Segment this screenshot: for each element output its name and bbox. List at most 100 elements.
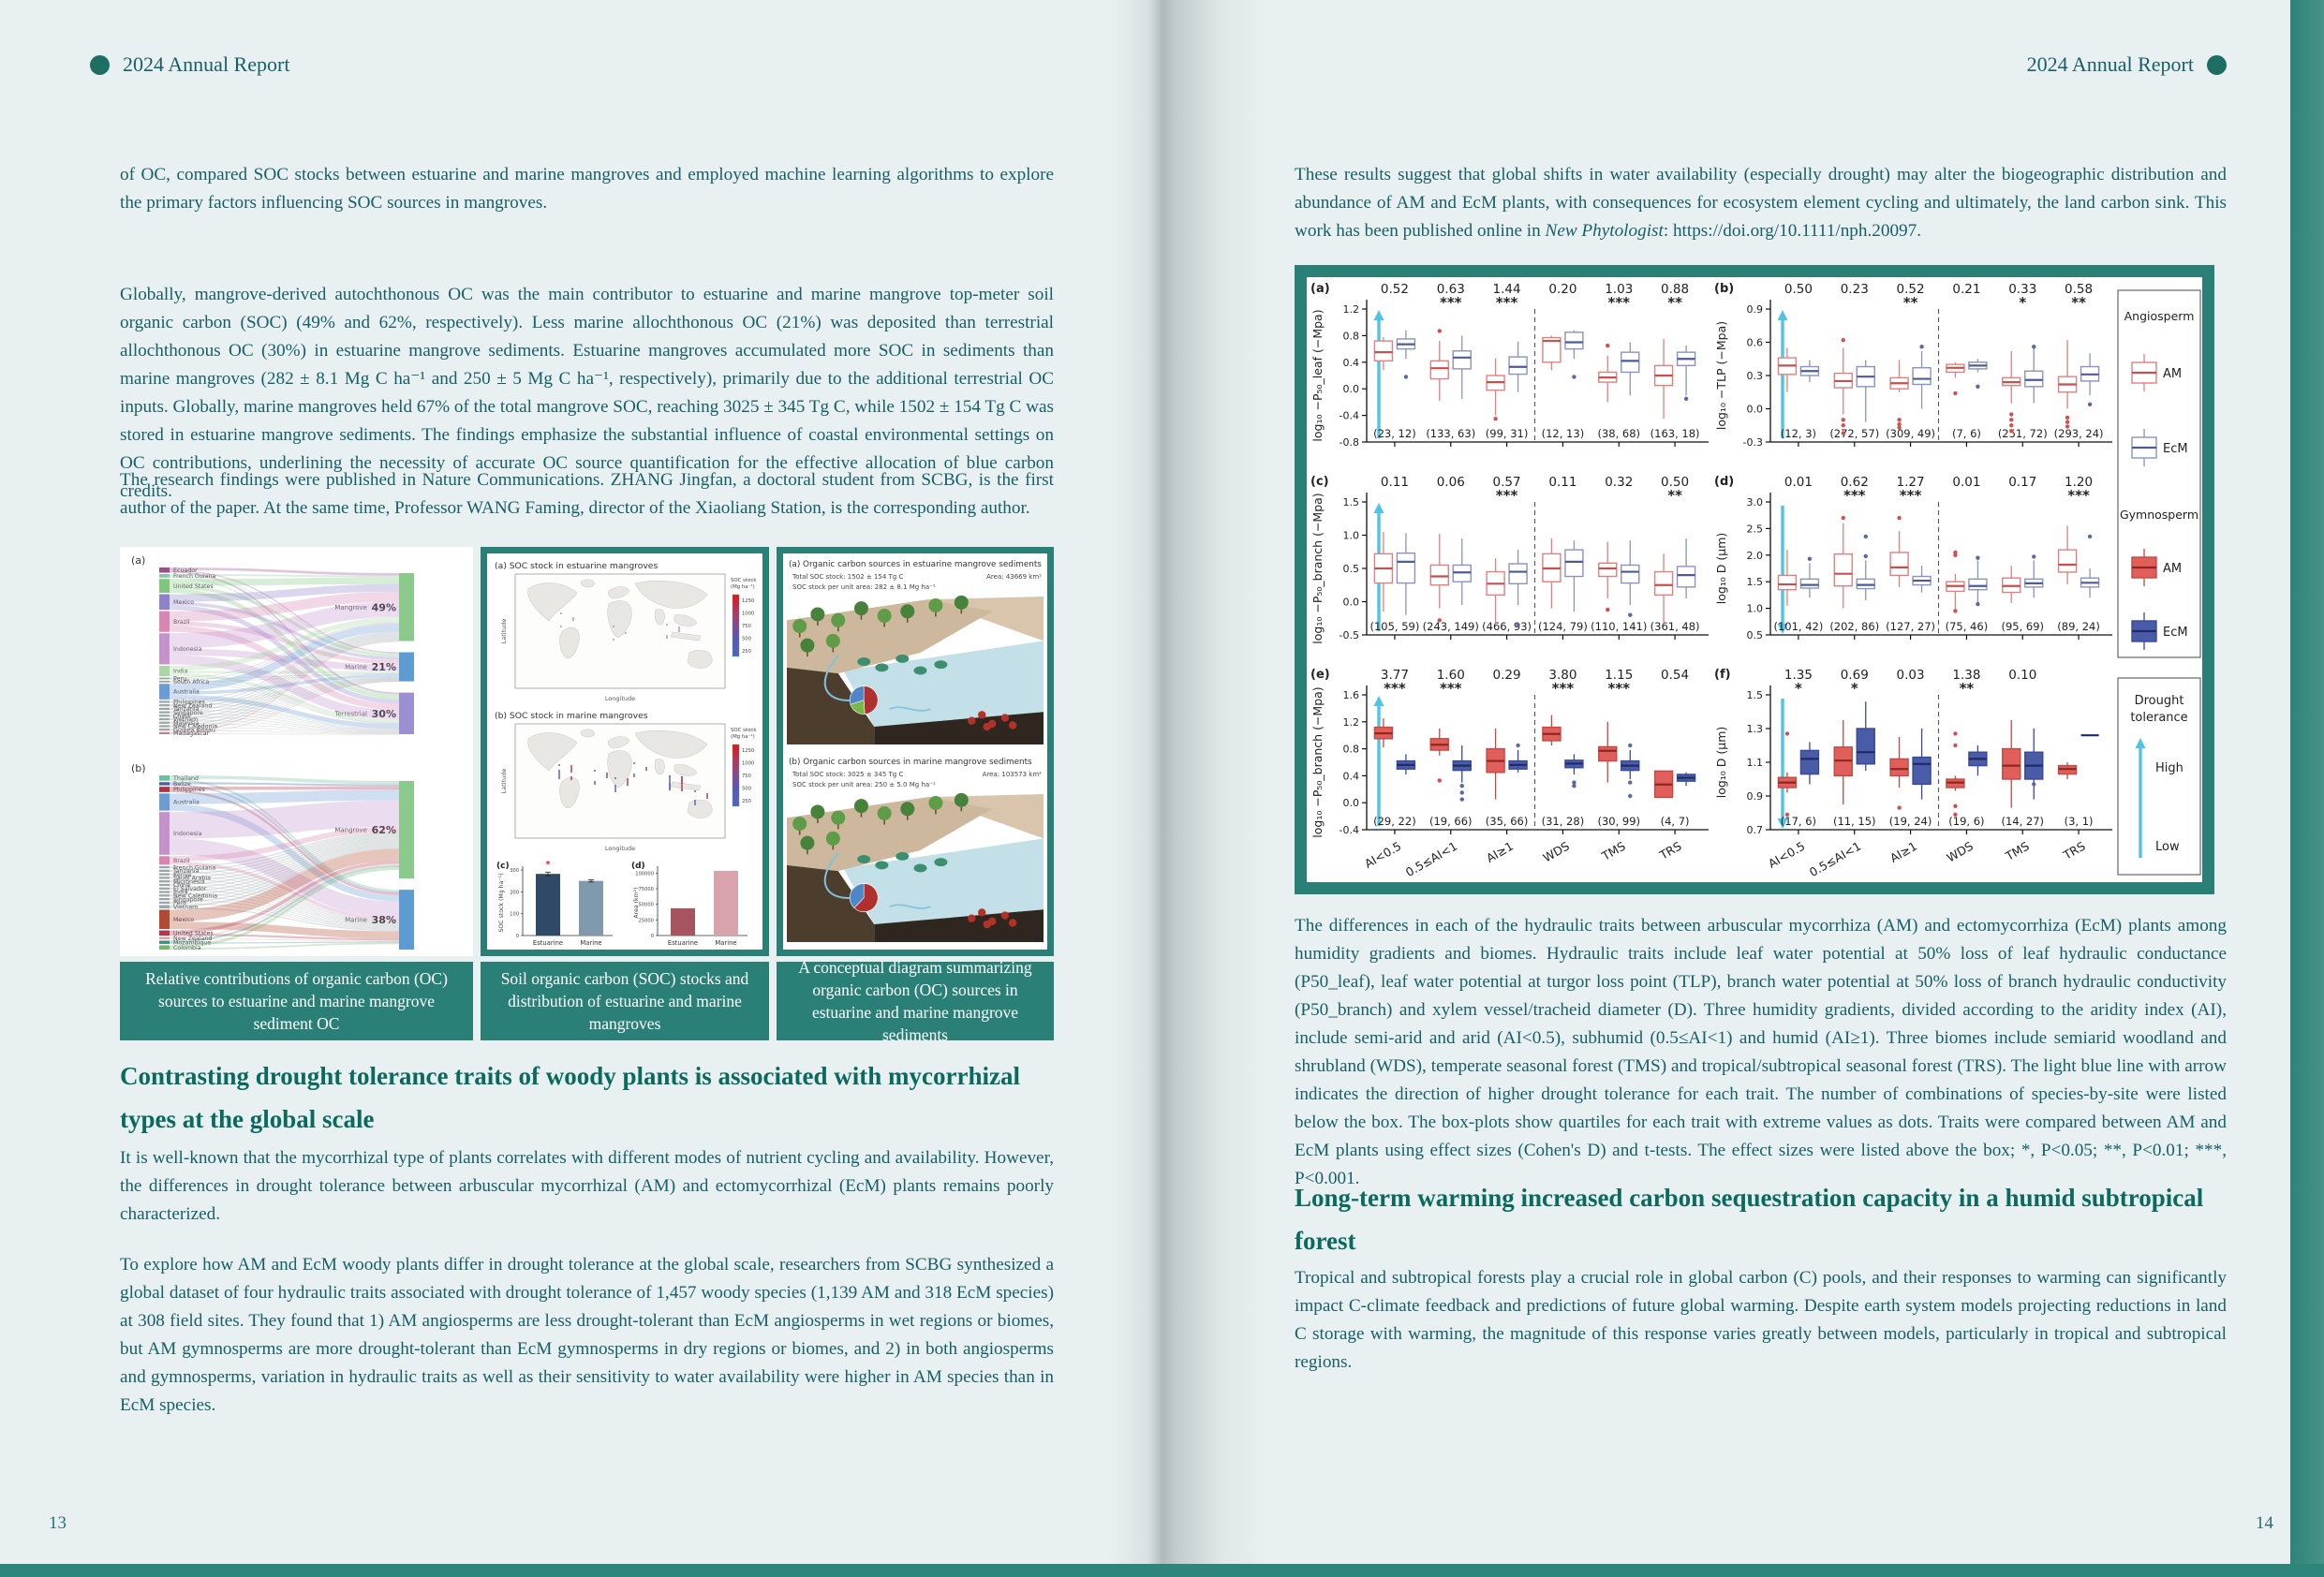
svg-text:**: ** xyxy=(1667,487,1682,504)
svg-text:1.44: 1.44 xyxy=(1493,282,1521,297)
svg-text:0.01: 0.01 xyxy=(1784,475,1813,490)
svg-text:Terrestrial: Terrestrial xyxy=(333,710,367,717)
svg-text:0.20: 0.20 xyxy=(1548,282,1576,297)
svg-text:3.0: 3.0 xyxy=(1747,496,1764,508)
svg-text:1.5: 1.5 xyxy=(1343,496,1360,508)
svg-text:0.21: 0.21 xyxy=(1952,282,1980,297)
svg-text:United States: United States xyxy=(173,583,214,590)
svg-text:(35, 66): (35, 66) xyxy=(1486,815,1529,828)
svg-text:New Caledonia: New Caledonia xyxy=(173,724,217,730)
svg-text:**: ** xyxy=(1960,680,1975,697)
svg-text:***: *** xyxy=(1900,487,1922,504)
svg-text:Madagascar: Madagascar xyxy=(173,730,210,737)
paragraph-results-implications: These results suggest that global shifts… xyxy=(1295,161,2227,245)
svg-text:***: *** xyxy=(1607,680,1630,697)
svg-text:(127, 27): (127, 27) xyxy=(1886,620,1935,633)
svg-text:0.9: 0.9 xyxy=(1747,303,1764,316)
svg-text:1.2: 1.2 xyxy=(1343,303,1360,316)
soc-maps-chart: (a) SOC stock in estuarine mangroves Long… xyxy=(481,547,769,956)
svg-text:0.5≤AI<1: 0.5≤AI<1 xyxy=(1403,839,1459,880)
svg-text:50000: 50000 xyxy=(638,903,654,908)
soc-maps-svg: (a) SOC stock in estuarine mangroves Long… xyxy=(487,553,762,950)
svg-text:0.50: 0.50 xyxy=(1784,282,1813,297)
svg-text:0.8: 0.8 xyxy=(1343,330,1360,342)
paragraph-warming-intro: Tropical and subtropical forests play a … xyxy=(1295,1268,2227,1372)
svg-text:Indonesia: Indonesia xyxy=(173,646,202,653)
svg-text:AI≥1: AI≥1 xyxy=(1887,839,1919,865)
paragraph-dataset-findings: To explore how AM and EcM woody plants d… xyxy=(120,1255,1054,1415)
svg-text:Peru: Peru xyxy=(173,676,186,683)
svg-text:(31, 28): (31, 28) xyxy=(1542,815,1585,828)
svg-text:SOC stock per unit area: 282 ±: SOC stock per unit area: 282 ± 8.1 Mg ha… xyxy=(792,583,936,591)
svg-text:Philippines: Philippines xyxy=(173,700,205,706)
svg-text:Philippines: Philippines xyxy=(173,787,205,793)
svg-text:(4, 7): (4, 7) xyxy=(1661,815,1690,828)
svg-text:Area: 43669 km²: Area: 43669 km² xyxy=(986,573,1042,581)
svg-text:China: China xyxy=(173,882,190,889)
svg-text:0.52: 0.52 xyxy=(1381,282,1409,297)
svg-text:Vietnam: Vietnam xyxy=(173,716,198,723)
boxplot-figure-frame: (a) log₁₀ −P₅₀_leaf (−Mpa) -0.8 -0.4 0.0 0.4 0… xyxy=(1295,265,2214,894)
svg-text:TMS: TMS xyxy=(1599,839,1628,864)
svg-text:(d): (d) xyxy=(1714,475,1734,489)
svg-text:0.17: 0.17 xyxy=(2008,475,2036,490)
svg-text:(Mg ha⁻¹): (Mg ha⁻¹) xyxy=(731,583,755,590)
svg-text:(293, 24): (293, 24) xyxy=(2054,427,2104,440)
report-title: 2024 Annual Report xyxy=(2026,52,2194,76)
svg-text:0.01: 0.01 xyxy=(1952,475,1980,490)
svg-text:SOC stock (Mg ha⁻¹): SOC stock (Mg ha⁻¹) xyxy=(498,874,505,933)
svg-text:AI<0.5: AI<0.5 xyxy=(1766,839,1807,871)
figure-conceptual-diagram: (a) Organic carbon sources in estuarine … xyxy=(777,547,1054,1044)
svg-text:1250: 1250 xyxy=(742,598,754,604)
svg-text:Tanzania: Tanzania xyxy=(172,706,200,713)
svg-text:3.77: 3.77 xyxy=(1381,668,1409,683)
svg-text:(7, 6): (7, 6) xyxy=(1952,427,1981,440)
svg-text:**: ** xyxy=(2071,294,2086,311)
svg-text:***: *** xyxy=(1496,294,1518,311)
svg-text:SOC stock per unit area: 250 ±: SOC stock per unit area: 250 ± 5.0 Mg ha… xyxy=(792,781,936,788)
svg-text:**: ** xyxy=(1903,294,1918,311)
svg-text:2.5: 2.5 xyxy=(1747,523,1764,535)
svg-text:AI<0.5: AI<0.5 xyxy=(1362,839,1403,871)
svg-text:(89, 24): (89, 24) xyxy=(2057,620,2100,633)
svg-text:New Caledonia: New Caledonia xyxy=(173,893,217,900)
svg-text:Gymnosperm: Gymnosperm xyxy=(2120,508,2198,522)
svg-text:Ecuador: Ecuador xyxy=(173,567,198,574)
svg-text:(a) SOC stock in estuarine man: (a) SOC stock in estuarine mangroves xyxy=(495,561,658,571)
figure-sankey: (a) Ecuador French Guiana United States Mexi… xyxy=(120,547,473,1040)
svg-text:(f): (f) xyxy=(1714,668,1731,682)
svg-text:(38, 68): (38, 68) xyxy=(1597,427,1640,440)
figure-caption-maps: Soil organic carbon (SOC) stocks and dis… xyxy=(481,962,769,1040)
svg-text:(309, 49): (309, 49) xyxy=(1886,427,1935,440)
svg-text:Saudi Arabia: Saudi Arabia xyxy=(173,876,211,882)
svg-text:TRS: TRS xyxy=(1656,839,1683,863)
journal-name: New Phytologist xyxy=(1545,221,1664,241)
svg-text:(99, 31): (99, 31) xyxy=(1486,427,1529,440)
svg-text:French Guiana: French Guiana xyxy=(173,864,215,871)
svg-text:(101, 42): (101, 42) xyxy=(1773,620,1823,633)
svg-text:(a): (a) xyxy=(1310,282,1330,296)
report-title: 2024 Annual Report xyxy=(123,52,290,76)
svg-text:0.0: 0.0 xyxy=(1343,597,1360,609)
header-left: 2024 Annual Report xyxy=(90,52,289,77)
svg-text:0: 0 xyxy=(651,934,654,939)
bottom-edge-band xyxy=(0,1564,2324,1577)
svg-text:-0.3: -0.3 xyxy=(1743,436,1763,449)
svg-text:(c): (c) xyxy=(496,862,510,871)
svg-text:Belize: Belize xyxy=(173,781,191,788)
header-dot-icon xyxy=(90,54,110,75)
boxplot-canvas: (a) log₁₀ −P₅₀_leaf (−Mpa) -0.8 -0.4 0.0 0.4 0… xyxy=(1307,277,2202,887)
svg-text:75000: 75000 xyxy=(638,887,654,892)
svg-text:*: * xyxy=(1851,680,1858,697)
svg-text:Marine: Marine xyxy=(345,664,367,671)
figure-soc-maps: (a) SOC stock in estuarine mangroves Long… xyxy=(481,547,769,1040)
doi-text: : https://doi.org/10.1111/nph.20097. xyxy=(1663,221,1922,241)
svg-text:Marine: Marine xyxy=(345,917,367,924)
svg-text:Singapore: Singapore xyxy=(173,710,203,716)
svg-text:AM: AM xyxy=(2163,562,2182,576)
svg-text:0.03: 0.03 xyxy=(1897,668,1925,683)
figure-caption-sankey: Relative contributions of organic carbon… xyxy=(120,962,473,1040)
svg-text:0.23: 0.23 xyxy=(1841,282,1869,297)
svg-text:Total SOC stock: 3025 ± 345 Tg: Total SOC stock: 3025 ± 345 Tg C xyxy=(792,771,903,778)
svg-text:0.3: 0.3 xyxy=(1747,370,1764,382)
